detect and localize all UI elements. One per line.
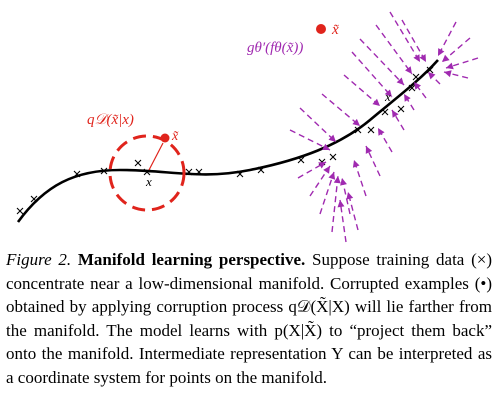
projection-arrow bbox=[346, 191, 359, 231]
projection-arrow bbox=[391, 109, 405, 131]
label-xtilde-top: x̃ bbox=[331, 22, 339, 38]
manifold-curve bbox=[16, 59, 439, 223]
projection-arrow bbox=[351, 51, 393, 98]
data-cross bbox=[134, 159, 142, 167]
projection-arrow bbox=[309, 165, 331, 197]
data-cross bbox=[412, 73, 420, 81]
caption-line-4: Intermediate representation Y can be int… bbox=[6, 344, 492, 387]
corrupted-point-circle bbox=[160, 133, 170, 143]
projection-arrow bbox=[375, 24, 413, 75]
projection-arrow bbox=[331, 175, 341, 233]
manifold-figure: x̃ gθ′(fθ(x̃)) q𝒟(x̃|x) x̃ x x bbox=[16, 11, 479, 243]
data-cross bbox=[195, 168, 203, 176]
figure-caption: Figure 2. Manifold learning perspective.… bbox=[6, 248, 492, 390]
data-cross bbox=[236, 170, 244, 178]
projection-arrow bbox=[377, 127, 393, 153]
corrupted-point-top bbox=[316, 24, 326, 34]
projection-arrow bbox=[340, 177, 351, 215]
projection-arrow bbox=[403, 93, 415, 111]
projection-arrow bbox=[337, 199, 347, 243]
label-g-f: gθ′(fθ(x̃)) bbox=[247, 40, 303, 56]
corruption-arrow bbox=[148, 142, 164, 171]
label-xtilde-circle: x̃ bbox=[171, 129, 179, 144]
label-q-d: q𝒟(x̃|x) bbox=[87, 112, 134, 128]
data-cross bbox=[297, 156, 305, 164]
projection-arrow bbox=[321, 93, 361, 127]
data-cross bbox=[329, 153, 337, 161]
projection-arrow bbox=[389, 11, 421, 63]
projection-arrow bbox=[297, 161, 327, 179]
caption-line-1: Suppose training data (×) concentrate ne… bbox=[6, 250, 492, 293]
data-cross bbox=[73, 170, 81, 178]
data-cross bbox=[185, 168, 193, 176]
training-data-crosses bbox=[16, 66, 434, 215]
projection-arrow bbox=[299, 107, 337, 143]
data-cross bbox=[257, 166, 265, 174]
projection-arrow bbox=[343, 74, 381, 107]
projection-arrow bbox=[413, 81, 427, 99]
caption-title: Manifold learning perspective. bbox=[77, 250, 306, 269]
projection-arrow bbox=[289, 129, 331, 151]
projection-arrow bbox=[319, 171, 336, 215]
data-cross bbox=[367, 126, 375, 134]
data-cross bbox=[381, 108, 389, 116]
data-cross bbox=[16, 207, 24, 215]
projection-arrow bbox=[352, 159, 367, 197]
label-x-right: x bbox=[384, 89, 391, 104]
projection-arrow bbox=[445, 57, 479, 70]
caption-label: Figure 2. bbox=[6, 250, 72, 269]
projection-arrow bbox=[443, 70, 469, 79]
data-cross bbox=[354, 126, 362, 134]
projection-arrow bbox=[401, 19, 427, 63]
projection-arrow bbox=[359, 38, 405, 86]
label-x-circle: x bbox=[145, 174, 152, 189]
projection-arrows bbox=[289, 11, 479, 243]
projection-arrow bbox=[441, 37, 471, 63]
data-cross bbox=[30, 195, 38, 203]
projection-arrow bbox=[365, 145, 381, 177]
data-cross bbox=[408, 84, 416, 92]
caption-line-3: The model learns with p(X|X̃) to “projec… bbox=[6, 320, 492, 364]
projection-arrow bbox=[437, 21, 457, 57]
corruption-circle bbox=[108, 134, 186, 212]
data-cross bbox=[397, 105, 405, 113]
data-cross bbox=[100, 167, 108, 175]
projection-arrow bbox=[427, 71, 441, 85]
caption-line-2: Corrupted examples (•) obtained by apply… bbox=[6, 273, 492, 340]
